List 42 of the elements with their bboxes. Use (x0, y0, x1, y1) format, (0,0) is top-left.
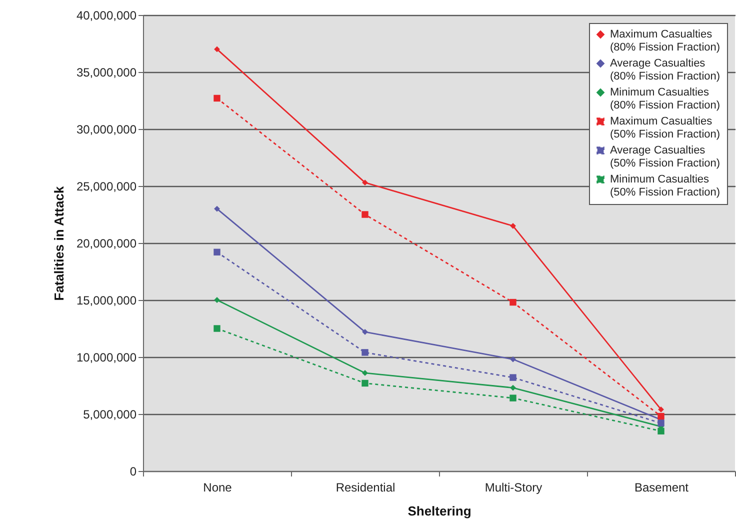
point (510, 356, 516, 362)
y-tick-label: 10,000,000 (76, 350, 137, 364)
point (362, 380, 368, 387)
legend-label: Average Casualties (80% Fission Fraction) (610, 58, 720, 82)
x-tick-label: None (203, 480, 232, 494)
x-axis-title: Sheltering (408, 504, 472, 518)
y-axis-title: Fatalities in Attack (51, 186, 66, 301)
point (658, 420, 664, 426)
point (214, 46, 220, 52)
y-tick-label: 0 (130, 464, 137, 478)
legend-label: Minimum Casualties (80% Fission Fraction) (610, 86, 720, 112)
y-tick-label: 40,000,000 (76, 8, 137, 22)
point (362, 370, 368, 376)
y-tick-label: 20,000,000 (76, 236, 137, 250)
point (214, 325, 220, 332)
point (658, 428, 664, 434)
y-tick-label: 25,000,000 (76, 180, 137, 194)
point (510, 222, 516, 229)
y-tick-label: 35,000,000 (76, 66, 137, 80)
point (510, 384, 516, 391)
point (362, 180, 368, 186)
point (658, 412, 664, 420)
y-tick-label: 30,000,000 (76, 122, 137, 136)
point (510, 298, 516, 306)
point (362, 349, 368, 356)
y-tick-label: 15,000,000 (76, 294, 137, 308)
x-tick-label: Basement (634, 480, 690, 494)
point (214, 206, 220, 212)
x-tick-label: Multi-Story (484, 480, 542, 494)
legend-label: Maximum Casualties (50% Fission Fraction) (610, 116, 720, 140)
point (362, 211, 368, 218)
point (510, 394, 516, 402)
legend-label: Average Casualties (50% Fission Fraction) (610, 144, 720, 170)
legend-label: Maximum Casualties (80% Fission Fraction) (610, 28, 720, 54)
point (510, 374, 516, 381)
point (362, 328, 368, 335)
y-tick-label: 5,000,000 (83, 408, 137, 422)
legend-label: Minimum Casualties (50% Fission Fraction) (610, 174, 720, 198)
point (214, 248, 220, 256)
x-tick-label: Residential (336, 480, 396, 494)
point (658, 406, 664, 412)
point (214, 94, 220, 102)
